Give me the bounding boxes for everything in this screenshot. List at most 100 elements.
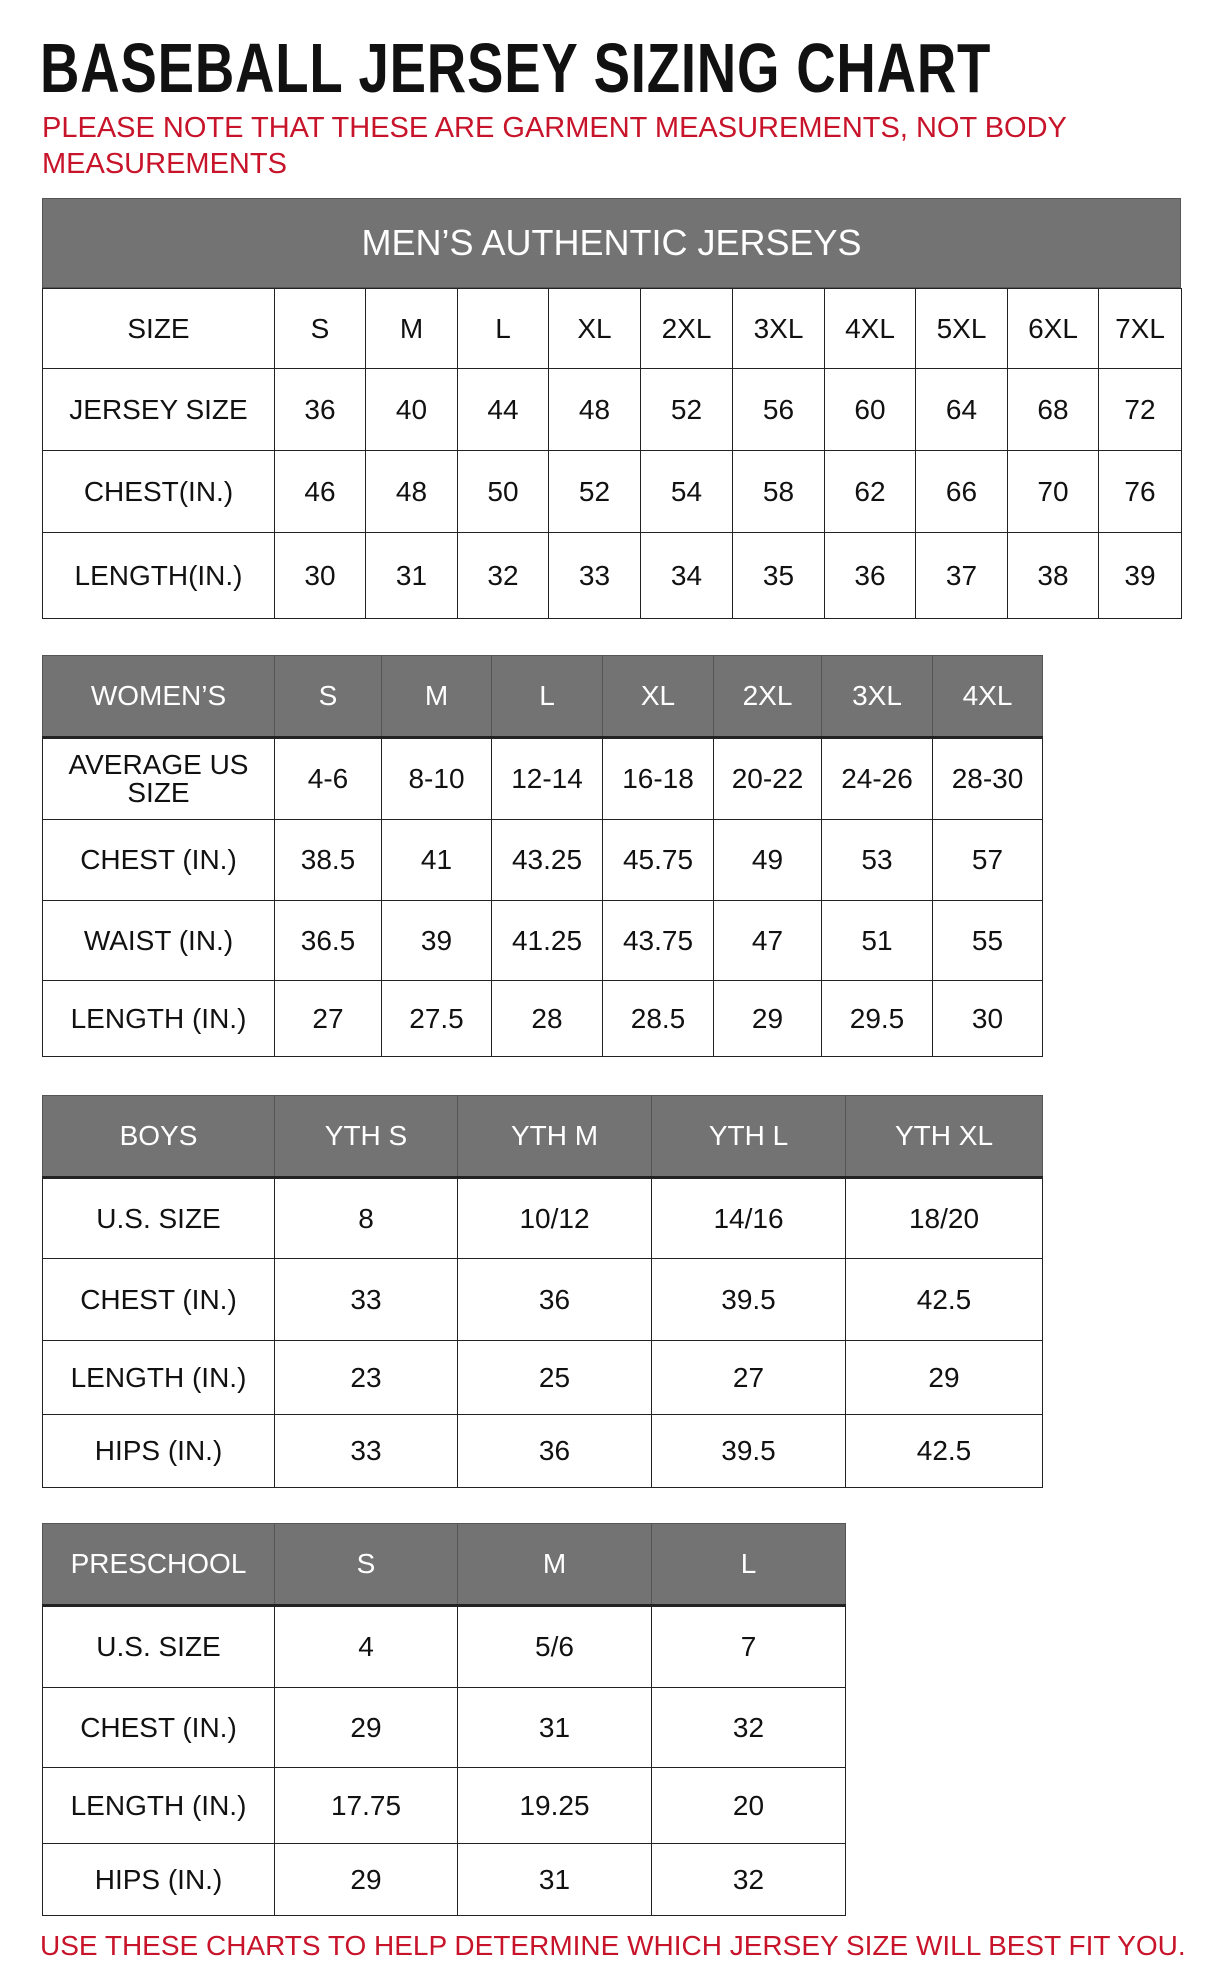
table-cell: 4-6 (274, 737, 382, 820)
table-cell: 32 (651, 1843, 846, 1916)
table-cell: 12-14 (491, 737, 603, 820)
table-cell: 16-18 (602, 737, 714, 820)
table-cell: 4 (274, 1605, 458, 1688)
table-cell: 33 (548, 532, 641, 619)
table-cell: 44 (457, 368, 549, 451)
column-header-cell: M (457, 1523, 652, 1606)
table-cell: 52 (548, 450, 641, 533)
table-cell: 56 (732, 368, 825, 451)
table-cell: 72 (1098, 368, 1182, 451)
table-cell: 66 (915, 450, 1008, 533)
row-label-cell: U.S. SIZE (42, 1605, 275, 1688)
table-cell: 45.75 (602, 819, 714, 901)
table-row: CHEST (IN.) 38.5 41 43.25 45.75 49 53 57 (42, 819, 1043, 901)
table-cell: 14/16 (651, 1177, 846, 1259)
table-cell: 41.25 (491, 900, 603, 981)
table-cell: 17.75 (274, 1767, 458, 1844)
table-cell: 47 (713, 900, 822, 981)
table-cell: 10/12 (457, 1177, 652, 1259)
column-header-cell: 2XL (713, 655, 822, 738)
table-cell: 4XL (824, 288, 916, 369)
table-cell: 76 (1098, 450, 1182, 533)
table-cell: 28-30 (932, 737, 1043, 820)
table-cell: 3XL (732, 288, 825, 369)
table-cell: 2XL (640, 288, 733, 369)
column-header-cell: YTH L (651, 1095, 846, 1178)
row-label-cell: SIZE (42, 288, 275, 369)
table-cell: 28.5 (602, 980, 714, 1057)
table-cell: 34 (640, 532, 733, 619)
table-cell: 39 (1098, 532, 1182, 619)
column-header-cell: L (491, 655, 603, 738)
table-cell: 29 (845, 1340, 1043, 1415)
table-cell: 36 (824, 532, 916, 619)
table-cell: 7XL (1098, 288, 1182, 369)
table-cell: 43.75 (602, 900, 714, 981)
table-row: AVERAGE US SIZE 4-6 8-10 12-14 16-18 20-22 24-… (42, 737, 1043, 820)
table-cell: 36.5 (274, 900, 382, 981)
table-cell: 31 (457, 1687, 652, 1768)
table-cell: 36 (274, 368, 366, 451)
column-header-cell: 3XL (821, 655, 933, 738)
table-cell: 39.5 (651, 1258, 846, 1341)
table-cell: 7 (651, 1605, 846, 1688)
table-cell: 33 (274, 1258, 458, 1341)
footer-note: USE THESE CHARTS TO HELP DETERMINE WHICH… (40, 1930, 1186, 1961)
table-row: LENGTH (IN.) 27 27.5 28 28.5 29 29.5 30 (42, 980, 1043, 1057)
table-cell: 23 (274, 1340, 458, 1415)
table-header-row: WOMEN’S S M L XL 2XL 3XL 4XL (42, 655, 1043, 738)
table-cell: 60 (824, 368, 916, 451)
table-cell: L (457, 288, 549, 369)
table-cell: 51 (821, 900, 933, 981)
table-cell: 50 (457, 450, 549, 533)
table-cell: S (274, 288, 366, 369)
table-cell: 29 (713, 980, 822, 1057)
table-cell: 62 (824, 450, 916, 533)
table-cell: 42.5 (845, 1258, 1043, 1341)
table-cell: 31 (457, 1843, 652, 1916)
table-cell: 38.5 (274, 819, 382, 901)
row-label-cell: HIPS (IN.) (42, 1414, 275, 1488)
table-cell: 39.5 (651, 1414, 846, 1488)
row-label-cell: CHEST (IN.) (42, 1258, 275, 1341)
row-label-cell: BOYS (42, 1095, 275, 1178)
table-header-row: BOYS YTH S YTH M YTH L YTH XL (42, 1095, 1043, 1178)
table-cell: 57 (932, 819, 1043, 901)
column-header-cell: XL (602, 655, 714, 738)
table-cell: 35 (732, 532, 825, 619)
womens-size-table: WOMEN’S S M L XL 2XL 3XL 4XL AVERAGE US SIZE 4-6 8… (42, 655, 1043, 1057)
table-cell: 55 (932, 900, 1043, 981)
table-cell: 27 (651, 1340, 846, 1415)
table-cell: 32 (457, 532, 549, 619)
mens-size-table: SIZE S M L XL 2XL 3XL 4XL 5XL 6XL 7XL JERSEY SIZE 36… (42, 288, 1182, 619)
row-label-cell: JERSEY SIZE (42, 368, 275, 451)
column-header-cell: 4XL (932, 655, 1043, 738)
table-cell: 5XL (915, 288, 1008, 369)
table-cell: 25 (457, 1340, 652, 1415)
mens-table-caption: MEN’S AUTHENTIC JERSEYS (42, 198, 1181, 288)
table-row: CHEST (IN.) 29 31 32 (42, 1687, 846, 1768)
table-cell: 28 (491, 980, 603, 1057)
row-label-cell: WAIST (IN.) (42, 900, 275, 981)
table-row: HIPS (IN.) 33 36 39.5 42.5 (42, 1414, 1043, 1488)
table-cell: 70 (1007, 450, 1099, 533)
table-row: HIPS (IN.) 29 31 32 (42, 1843, 846, 1916)
row-label-cell: CHEST (IN.) (42, 819, 275, 901)
table-cell: 64 (915, 368, 1008, 451)
table-cell: 42.5 (845, 1414, 1043, 1488)
table-cell: 27 (274, 980, 382, 1057)
row-label-cell: LENGTH(IN.) (42, 532, 275, 619)
table-cell: 5/6 (457, 1605, 652, 1688)
table-cell: 40 (365, 368, 458, 451)
table-row: LENGTH (IN.) 23 25 27 29 (42, 1340, 1043, 1415)
table-cell: 29 (274, 1843, 458, 1916)
table-cell: 36 (457, 1414, 652, 1488)
row-label-cell: LENGTH (IN.) (42, 1767, 275, 1844)
row-label-cell: HIPS (IN.) (42, 1843, 275, 1916)
column-header-cell: YTH XL (845, 1095, 1043, 1178)
table-cell: 20 (651, 1767, 846, 1844)
row-label-cell: WOMEN’S (42, 655, 275, 738)
table-cell: 58 (732, 450, 825, 533)
table-row: CHEST(IN.) 46 48 50 52 54 58 62 66 70 76 (42, 450, 1182, 533)
row-label-cell: AVERAGE US SIZE (42, 737, 275, 820)
